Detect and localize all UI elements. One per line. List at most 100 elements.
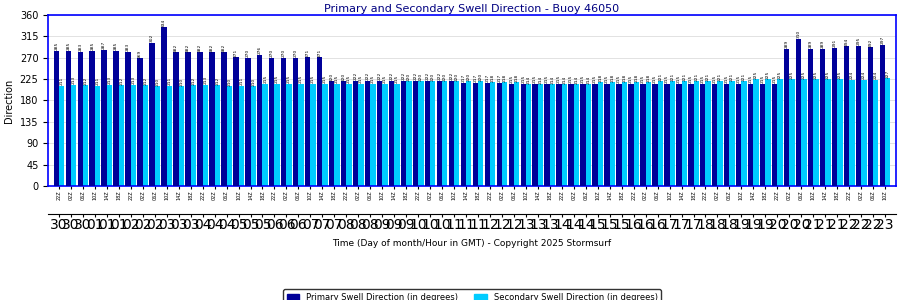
Text: 213: 213 — [131, 76, 136, 84]
Bar — [382, 84, 388, 186]
Text: 302: 302 — [150, 34, 154, 42]
Bar — [801, 79, 806, 186]
Text: 291: 291 — [832, 39, 836, 47]
Bar — [125, 52, 130, 186]
Text: 283: 283 — [126, 43, 130, 51]
Text: 215: 215 — [605, 75, 609, 83]
Bar — [353, 80, 358, 186]
Bar — [604, 84, 609, 186]
Bar — [861, 80, 867, 186]
Bar — [873, 80, 878, 186]
X-axis label: Time (Day of month/Hour in GMT) - Copyright 2025 Stormsurf: Time (Day of month/Hour in GMT) - Copyri… — [332, 239, 612, 248]
Bar — [310, 84, 316, 186]
Bar — [844, 46, 849, 186]
Bar — [77, 52, 83, 186]
Bar — [238, 86, 244, 186]
Text: 212: 212 — [192, 76, 195, 85]
Text: 215: 215 — [677, 75, 680, 83]
Text: 212: 212 — [84, 76, 87, 85]
Text: 224: 224 — [862, 71, 866, 79]
Text: 211: 211 — [95, 77, 100, 85]
Text: 214: 214 — [562, 76, 566, 84]
Bar — [149, 43, 155, 186]
Bar — [317, 57, 322, 186]
Text: 221: 221 — [682, 72, 686, 80]
Bar — [66, 51, 71, 186]
Text: 285: 285 — [114, 42, 118, 50]
Bar — [676, 84, 681, 186]
Text: 270: 270 — [270, 49, 274, 57]
Text: 215: 215 — [323, 75, 327, 83]
Text: 210: 210 — [156, 77, 159, 86]
Text: 221: 221 — [742, 72, 746, 80]
Bar — [461, 83, 466, 186]
Bar — [377, 80, 382, 186]
Bar — [221, 52, 227, 186]
Text: 214: 214 — [538, 76, 543, 84]
Text: 213: 213 — [108, 76, 112, 84]
Bar — [89, 51, 94, 186]
Bar — [628, 84, 634, 186]
Text: 282: 282 — [186, 43, 190, 52]
Bar — [814, 79, 819, 186]
Bar — [748, 84, 753, 186]
Bar — [796, 39, 801, 186]
Text: 217: 217 — [498, 74, 501, 82]
Text: 215: 215 — [737, 75, 741, 83]
Text: 334: 334 — [162, 19, 166, 27]
Text: 210: 210 — [179, 77, 184, 86]
Text: 213: 213 — [72, 76, 76, 84]
Text: 215: 215 — [275, 75, 279, 83]
Text: 221: 221 — [730, 72, 734, 80]
Bar — [652, 84, 658, 186]
Text: 215: 215 — [287, 75, 291, 83]
Bar — [772, 84, 778, 186]
Bar — [700, 84, 706, 186]
Bar — [322, 84, 328, 186]
Text: 282: 282 — [198, 43, 202, 52]
Text: 282: 282 — [210, 43, 214, 52]
Text: 222: 222 — [437, 72, 441, 80]
Bar — [138, 58, 143, 186]
Text: 282: 282 — [174, 43, 178, 52]
Bar — [502, 82, 508, 186]
Bar — [233, 57, 238, 186]
Text: 215: 215 — [749, 75, 752, 83]
Bar — [609, 82, 615, 186]
Bar — [442, 82, 447, 186]
Bar — [102, 50, 107, 186]
Text: 225: 225 — [802, 70, 806, 79]
Text: 271: 271 — [234, 49, 238, 57]
Bar — [640, 84, 645, 186]
Text: 222: 222 — [354, 72, 357, 80]
Bar — [245, 58, 250, 186]
Text: 211: 211 — [239, 77, 243, 85]
Bar — [250, 86, 256, 186]
Bar — [681, 81, 687, 186]
Text: 215: 215 — [371, 75, 375, 83]
Bar — [562, 84, 567, 186]
Bar — [837, 79, 842, 186]
Bar — [742, 81, 747, 186]
Text: 210: 210 — [228, 77, 231, 86]
Text: 220: 220 — [431, 73, 435, 81]
Bar — [214, 85, 220, 186]
Bar — [191, 85, 196, 186]
Text: 214: 214 — [526, 76, 531, 84]
Bar — [454, 82, 459, 186]
Bar — [341, 82, 346, 186]
Bar — [472, 83, 478, 186]
Text: 220: 220 — [454, 73, 459, 81]
Text: 285: 285 — [90, 42, 94, 50]
Text: 270: 270 — [293, 49, 298, 57]
Text: 210: 210 — [251, 77, 256, 86]
Bar — [808, 49, 814, 186]
Text: 215: 215 — [382, 75, 387, 83]
Text: 215: 215 — [713, 75, 716, 83]
Text: 217: 217 — [473, 74, 477, 82]
Bar — [533, 84, 538, 186]
Bar — [436, 80, 442, 186]
Text: 215: 215 — [652, 75, 657, 83]
Text: 215: 215 — [347, 75, 351, 83]
Bar — [765, 79, 770, 186]
